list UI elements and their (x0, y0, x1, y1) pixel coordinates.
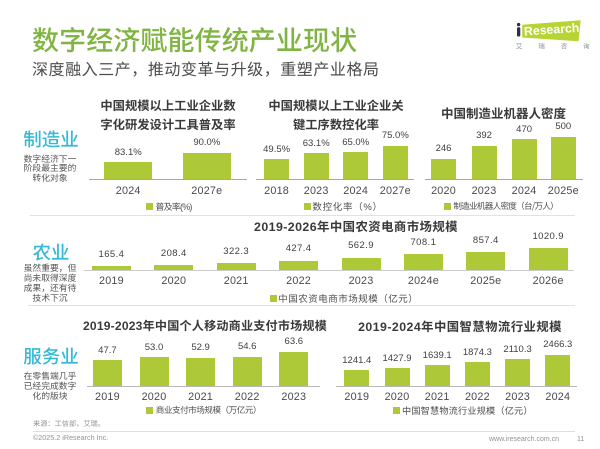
svg-text:艾瑞咨询: 艾瑞咨询 (516, 40, 595, 50)
svg-text:Research: Research (524, 21, 580, 39)
